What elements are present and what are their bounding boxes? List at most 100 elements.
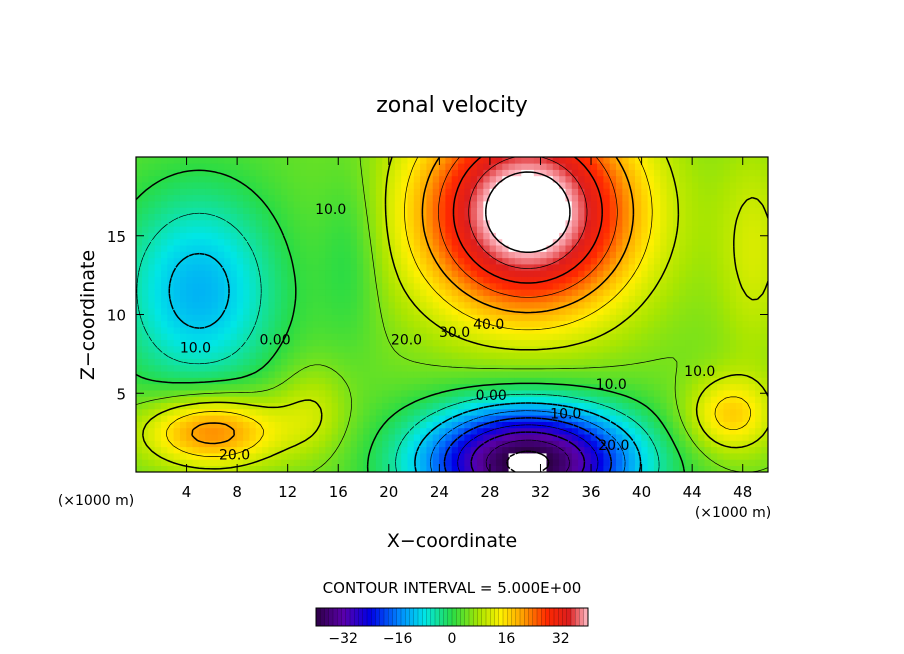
heat-cell: [388, 200, 396, 208]
heat-cell: [388, 314, 396, 322]
heat-cell: [382, 226, 390, 233]
heat-cell: [679, 194, 687, 202]
heat-cell: [729, 263, 737, 271]
heat-cell: [533, 244, 541, 252]
heat-cell: [154, 440, 162, 448]
heat-cell: [325, 238, 333, 246]
heat-cell: [388, 188, 396, 196]
heat-cell: [578, 415, 586, 422]
heat-cell: [521, 314, 529, 322]
heat-cell: [565, 352, 573, 359]
heat-cell: [287, 408, 295, 416]
heat-cell: [742, 358, 750, 366]
heat-cell: [306, 238, 314, 246]
heat-cell: [369, 289, 377, 296]
heat-cell: [337, 157, 345, 164]
heat-cell: [160, 402, 168, 410]
heat-cell: [236, 194, 244, 202]
heat-cell: [255, 314, 263, 322]
heat-cell: [508, 370, 516, 378]
heat-cell: [236, 270, 244, 277]
heat-cell: [628, 238, 636, 246]
heat-cell: [584, 175, 592, 183]
heat-cell: [590, 459, 598, 466]
heat-cell: [660, 213, 668, 221]
heat-cell: [514, 446, 522, 454]
heat-cell: [451, 289, 459, 296]
heat-cell: [527, 459, 535, 466]
heat-cell: [356, 219, 364, 227]
heat-cell: [660, 389, 668, 397]
heat-cell: [590, 301, 598, 309]
heat-cell: [262, 276, 270, 284]
heat-cell: [685, 263, 693, 271]
heat-cell: [236, 383, 244, 391]
heat-cell: [148, 295, 156, 303]
heat-cell: [439, 257, 446, 265]
heat-cell: [356, 251, 364, 259]
heat-cell: [742, 194, 750, 202]
heat-cell: [420, 345, 428, 353]
heat-cell: [173, 270, 181, 277]
heat-cell: [451, 452, 459, 460]
heat-cell: [616, 452, 623, 460]
heat-cell: [142, 314, 149, 322]
heat-cell: [136, 402, 143, 410]
heat-cell: [192, 157, 200, 164]
heat-cell: [407, 433, 415, 441]
heat-cell: [495, 364, 503, 372]
heat-cell: [136, 251, 143, 259]
heat-cell: [666, 226, 674, 233]
heat-cell: [742, 238, 750, 246]
heat-cell: [508, 219, 516, 227]
heat-cell: [578, 175, 586, 183]
heat-cell: [704, 427, 712, 435]
heat-cell: [401, 364, 409, 372]
heat-cell: [578, 408, 586, 416]
heat-cell: [729, 282, 737, 290]
heat-cell: [597, 213, 604, 221]
heat-cell: [717, 244, 725, 252]
heat-cell: [350, 226, 358, 233]
heat-cell: [641, 421, 649, 429]
heat-cell: [742, 301, 750, 309]
heat-cell: [603, 320, 611, 328]
heat-cell: [552, 276, 560, 284]
heat-cell: [672, 301, 680, 309]
heat-cell: [205, 383, 213, 391]
heat-cell: [508, 200, 516, 208]
heat-cell: [609, 314, 617, 322]
heat-cell: [205, 408, 213, 416]
heat-cell: [590, 320, 598, 328]
heat-cell: [142, 188, 149, 196]
heat-cell: [660, 301, 668, 309]
heat-cell: [154, 314, 162, 322]
heat-cell: [401, 440, 409, 448]
heat-cell: [382, 465, 390, 472]
heat-cell: [476, 415, 484, 422]
heat-cell: [293, 333, 301, 340]
heat-cell: [350, 163, 358, 170]
heat-cell: [483, 226, 491, 233]
heat-cell: [685, 402, 693, 410]
heat-cell: [590, 282, 598, 290]
heat-cell: [508, 181, 516, 189]
heat-cell: [325, 289, 333, 296]
heat-cell: [217, 263, 225, 271]
heat-cell: [401, 244, 409, 252]
heat-cell: [698, 238, 706, 246]
heat-cell: [698, 301, 706, 309]
heat-cell: [742, 408, 750, 416]
heat-cell: [742, 427, 750, 435]
heat-cell: [136, 163, 143, 170]
heat-cell: [432, 219, 440, 227]
heat-cell: [666, 301, 674, 309]
heat-cell: [236, 207, 244, 214]
heat-cell: [723, 440, 731, 448]
heat-cell: [337, 232, 345, 240]
heat-cell: [540, 383, 548, 391]
heat-cell: [495, 396, 503, 403]
heat-cell: [578, 163, 586, 170]
heat-cell: [350, 207, 358, 214]
heat-cell: [236, 257, 244, 265]
